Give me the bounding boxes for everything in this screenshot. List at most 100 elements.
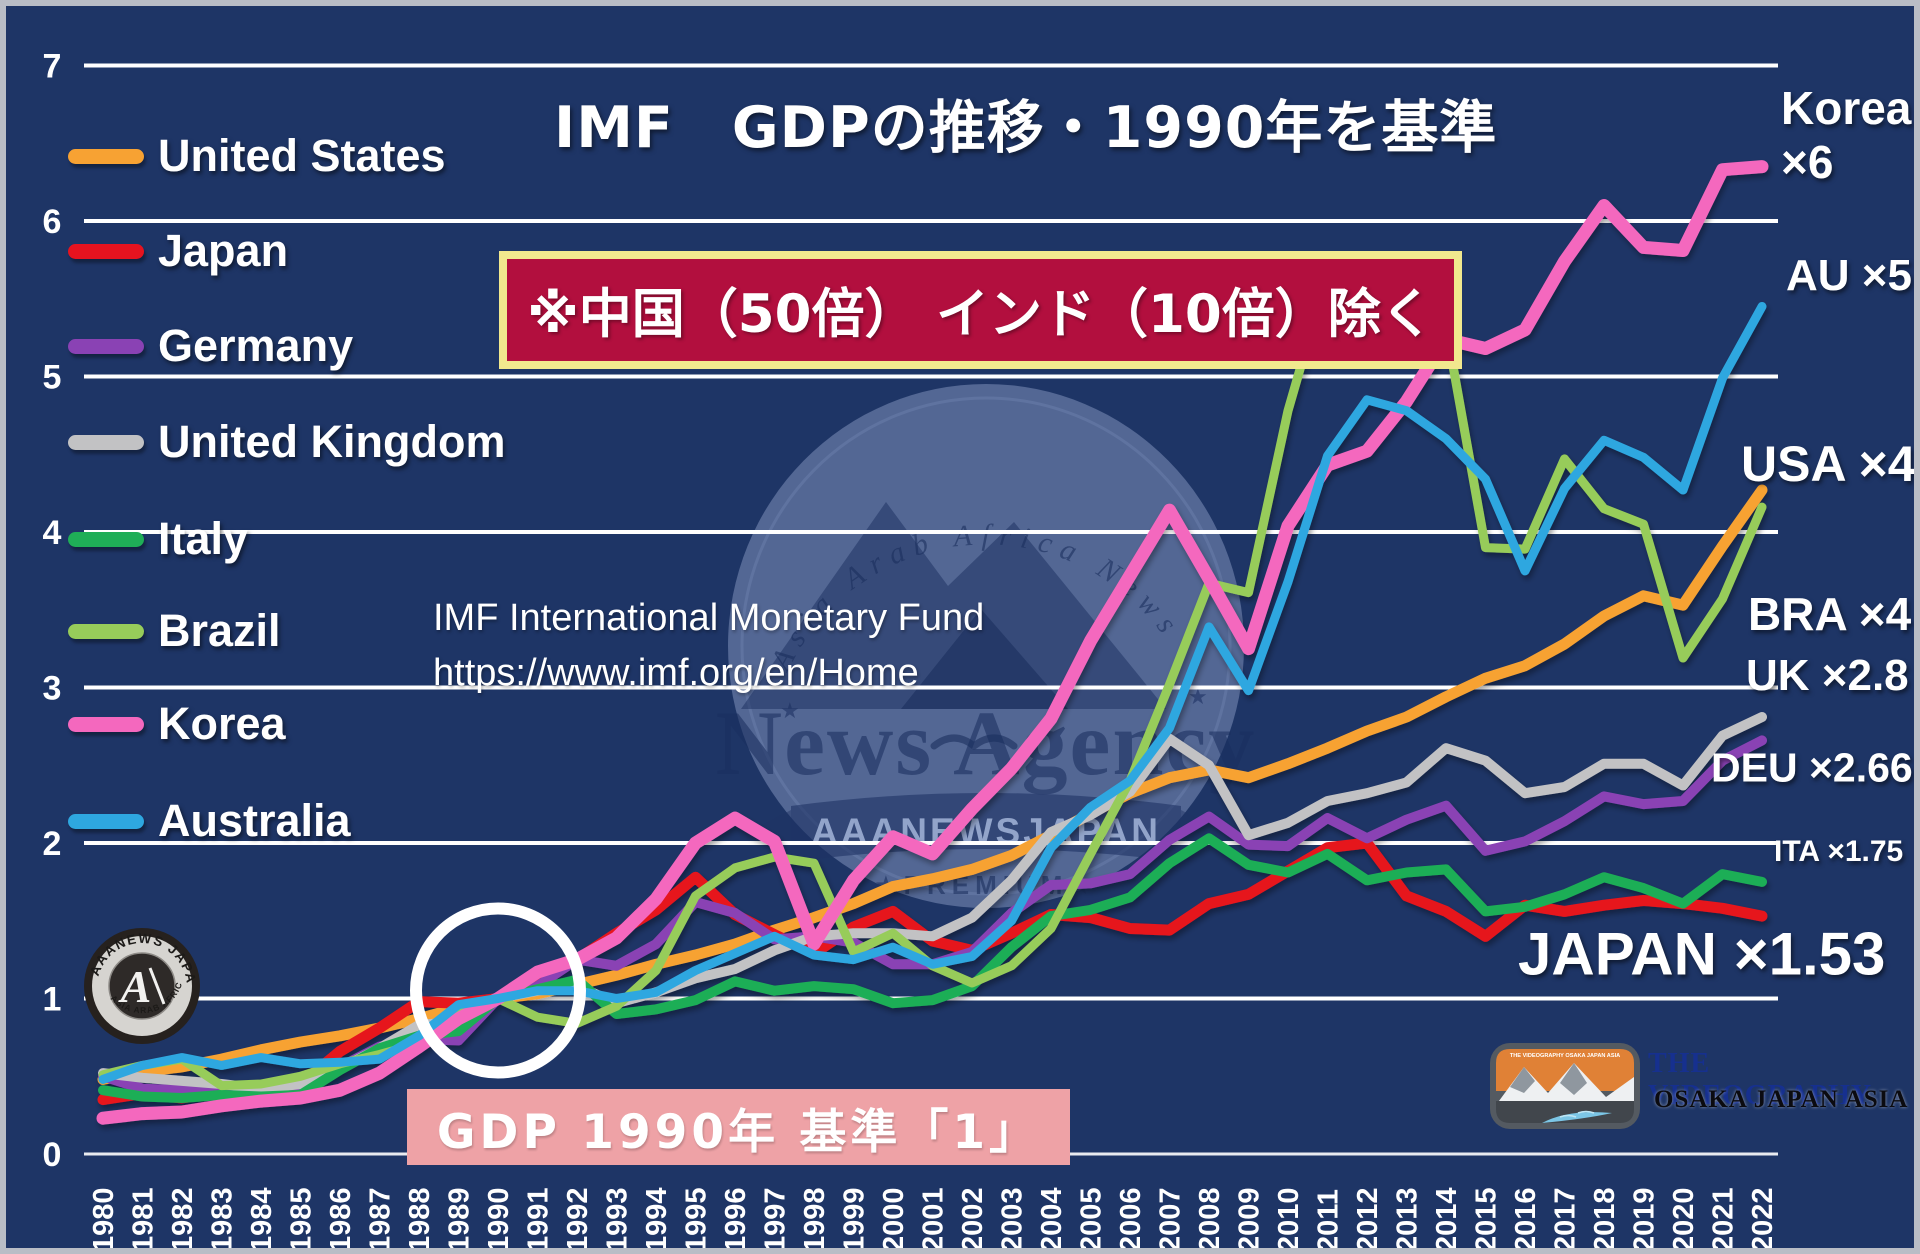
x-tick-label-1988: 1988 [404, 1187, 436, 1252]
chart-title: IMF GDPの推移・1990年を基準 [554, 95, 1498, 161]
emblem-base [1496, 1101, 1634, 1123]
x-tick-label-1997: 1997 [760, 1187, 792, 1252]
source-url: https://www.imf.org/en/Home [433, 652, 919, 695]
source-name: IMF International Monetary Fund [433, 597, 985, 639]
legend-swatch-italy [68, 531, 144, 547]
end-label-ita: ITA ×1.75 [1774, 835, 1904, 868]
x-tick-label-2006: 2006 [1115, 1187, 1147, 1252]
x-tick-label-1990: 1990 [483, 1187, 515, 1252]
x-tick-label-1986: 1986 [325, 1187, 357, 1252]
y-tick-label-5: 5 [43, 359, 62, 397]
x-tick-label-2011: 2011 [1313, 1189, 1345, 1252]
line-italy [98, 833, 1767, 1103]
end-label-deu: DEU ×2.66 [1711, 744, 1913, 791]
x-tick-label-2020: 2020 [1668, 1187, 1700, 1252]
exclusion-note-badge: ※中国（50倍） インド（10倍）除く [499, 251, 1462, 369]
mountain-front-icon [901, 609, 1068, 709]
videography-title: THE VIDEOGRAPHY [1648, 1048, 1873, 1111]
x-tick-label-2012: 2012 [1352, 1187, 1384, 1252]
y-tick-label-3: 3 [43, 670, 62, 708]
y-tick-label-6: 6 [43, 203, 62, 241]
end-label-uk: UK ×2.8 [1746, 651, 1909, 700]
legend-item-italy: Italy [68, 513, 248, 565]
watermark-ring [740, 396, 1232, 896]
watermark-star-right-icon: ★ [1188, 684, 1208, 709]
legend-label-italy: Italy [158, 513, 249, 564]
y-axis-labels: 7 6 5 4 3 2 1 0 [43, 48, 62, 1175]
x-tick-label-1983: 1983 [207, 1187, 239, 1252]
emblem-top-text: THE VIDEOGRAPHY OSAKA JAPAN ASIA [1510, 1053, 1620, 1059]
legend-item-korea: Korea [68, 698, 286, 750]
legend-item-germany: Germany [68, 320, 353, 372]
x-tick-label-2001: 2001 [918, 1187, 950, 1252]
badge-monogram: A [118, 961, 152, 1012]
bird-icon [930, 734, 1018, 750]
legend-label-australia: Australia [158, 795, 351, 846]
x-tick-label-1999: 1999 [839, 1187, 871, 1252]
legend-swatch-usa [68, 148, 144, 164]
legend-item-japan: Japan [68, 225, 288, 277]
end-label-japan: JAPAN ×1.53 [1518, 920, 1886, 988]
badge-monogram-slash [148, 967, 166, 1005]
legend-swatch-germany [68, 338, 144, 354]
baseline-note: GDP 1990年 基準「1」 [407, 1089, 1070, 1165]
legend-swatch-uk [68, 434, 144, 450]
x-tick-label-1992: 1992 [562, 1187, 594, 1252]
emblem-river-waves [1559, 1110, 1595, 1118]
x-tick-label-2010: 2010 [1273, 1187, 1305, 1252]
y-tick-label-4: 4 [43, 514, 62, 552]
legend-item-australia: Australia [68, 795, 351, 847]
x-tick-label-1989: 1989 [444, 1187, 476, 1252]
x-tick-label-2002: 2002 [957, 1187, 989, 1252]
legend-label-brazil: Brazil [158, 605, 281, 656]
legend-label-usa: United States [158, 130, 446, 181]
legend-swatch-japan [68, 243, 144, 259]
mountain-icon [741, 502, 1166, 709]
badge-center [108, 952, 176, 1020]
y-tick-label-0: 0 [43, 1136, 62, 1174]
end-label-au: AU ×5 [1786, 251, 1912, 300]
legend-item-usa: United States [68, 130, 446, 182]
emblem-mountain-shadow [1510, 1063, 1587, 1095]
x-tick-label-1980: 1980 [88, 1187, 120, 1252]
x-tick-label-1981: 1981 [128, 1187, 160, 1252]
x-tick-label-1996: 1996 [720, 1187, 752, 1252]
legend-swatch-brazil [68, 623, 144, 639]
legend-label-germany: Germany [158, 320, 354, 371]
x-axis-labels: 1980 1981 1982 1983 1984 1985 1986 1987 1988 1989… [88, 1187, 1779, 1252]
legend-label-japan: Japan [158, 225, 289, 276]
videography-subtitle: OSAKA JAPAN ASIA [1654, 1086, 1909, 1113]
legend-swatch-australia [68, 813, 144, 829]
x-tick-label-1982: 1982 [167, 1187, 199, 1252]
x-tick-label-2021: 2021 [1708, 1187, 1740, 1252]
x-tick-label-2009: 2009 [1234, 1187, 1266, 1252]
end-label-korea-mult: ×6 [1781, 136, 1834, 188]
x-tick-label-2016: 2016 [1510, 1187, 1542, 1252]
x-tick-label-2005: 2005 [1076, 1187, 1108, 1252]
x-tick-label-2018: 2018 [1589, 1187, 1621, 1252]
x-tick-label-1991: 1991 [523, 1187, 555, 1252]
legend-label-korea: Korea [158, 698, 286, 749]
x-tick-label-2007: 2007 [1155, 1187, 1187, 1252]
line-australia [98, 302, 1767, 1084]
x-tick-label-2003: 2003 [997, 1187, 1029, 1252]
x-tick-label-2015: 2015 [1471, 1187, 1503, 1252]
videography-emblem: THE VIDEOGRAPHY OSAKA JAPAN ASIA [1490, 1043, 1640, 1129]
legend-item-brazil: Brazil [68, 605, 281, 657]
x-tick-label-1995: 1995 [681, 1187, 713, 1252]
x-tick-label-2008: 2008 [1194, 1187, 1226, 1252]
legend-item-uk: United Kingdom [68, 416, 505, 468]
end-label-korea-name: Korea [1781, 82, 1912, 134]
end-label-usa: USA ×4 [1741, 436, 1916, 492]
legend-label-uk: United Kingdom [158, 416, 506, 467]
x-tick-label-1994: 1994 [641, 1187, 673, 1252]
x-tick-label-2004: 2004 [1036, 1187, 1068, 1252]
end-label-bra: BRA ×4 [1748, 588, 1912, 640]
x-tick-label-1984: 1984 [246, 1187, 278, 1252]
source-attribution: IMF International Monetary Fund https://… [433, 591, 984, 701]
x-tick-label-2014: 2014 [1431, 1187, 1463, 1252]
baseline-1990-circle-annotation [410, 902, 586, 1079]
emblem-river [1542, 1112, 1612, 1123]
